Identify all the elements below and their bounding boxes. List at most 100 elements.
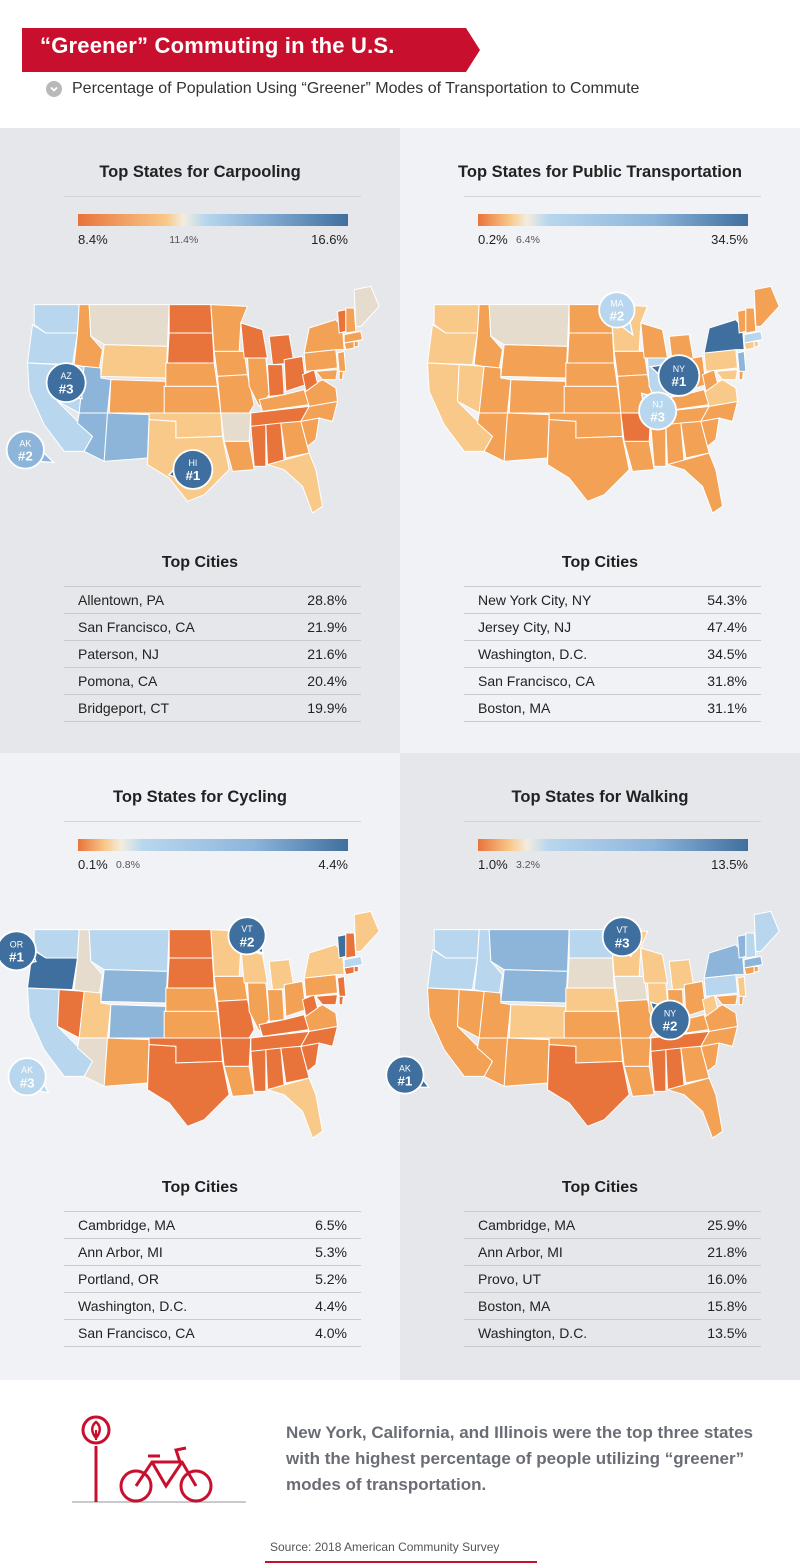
callout-ak: AK#3 (7, 1057, 50, 1097)
city-name: Allentown, PA (78, 592, 165, 608)
panel-title: Top States for Cycling (113, 788, 287, 806)
panel-title: Top States for Walking (511, 788, 689, 806)
callout-ma: MA#2 (598, 291, 636, 337)
callout-rank-label: #1 (672, 374, 687, 389)
state-nj (336, 975, 347, 997)
callout-rank-label: #3 (650, 410, 665, 425)
city-name: Washington, D.C. (478, 1325, 588, 1341)
state-ri (353, 340, 359, 348)
callout-layer: MA#2 NY#1 NJ#3 (598, 291, 701, 431)
footer: New York, California, and Illinois were … (0, 1380, 800, 1565)
city-value: 21.8% (707, 1244, 747, 1260)
city-name: Ann Arbor, MI (78, 1244, 163, 1260)
callout-nj: NJ#3 (638, 391, 678, 431)
us-state-map (26, 910, 380, 1139)
table-row: San Francisco, CA 21.9% (64, 614, 361, 641)
state-wi (640, 947, 669, 984)
state-nh (745, 307, 757, 334)
city-value: 20.4% (307, 673, 347, 689)
city-name: San Francisco, CA (78, 1325, 195, 1341)
callout-state-label: AK (19, 438, 31, 448)
state-mo (216, 374, 255, 414)
callout-bubble (227, 916, 267, 956)
state-me (753, 285, 780, 327)
table-row: Washington, D.C. 4.4% (64, 1293, 361, 1320)
callout-layer: VT#3NY#2AK#1 (385, 916, 691, 1095)
state-ny (703, 319, 745, 354)
state-fl (265, 1077, 324, 1139)
table-row: Portland, OR 5.2% (64, 1266, 361, 1293)
state-or (26, 948, 79, 991)
state-me (353, 910, 380, 952)
city-name: Bridgeport, CT (78, 700, 170, 716)
callout-state-label: AK (399, 1063, 411, 1073)
state-ri (753, 965, 759, 973)
state-ms (250, 1049, 267, 1092)
table-row: San Francisco, CA 31.8% (464, 668, 761, 695)
state-nj (736, 350, 747, 372)
panel-carpooling: Top States for Carpooling 8.4% 11.4% 16.6% A… (0, 128, 400, 753)
city-value: 4.0% (315, 1325, 347, 1341)
table-row: Washington, D.C. 13.5% (464, 1320, 761, 1347)
callout-bubble (598, 291, 636, 329)
callout-state-label: NY (673, 364, 685, 374)
state-ma (343, 955, 364, 969)
city-name: Boston, MA (478, 1298, 551, 1314)
city-name: Washington, D.C. (478, 646, 588, 662)
panel-cycling: Top States for Cycling 0.1% 0.8% 4.4% OR #1 VT… (0, 753, 400, 1380)
state-or (26, 323, 79, 366)
city-value: 54.3% (707, 592, 747, 608)
callout-bubble (0, 930, 37, 972)
state-md (314, 994, 339, 1006)
callout-ny: NY#2 (649, 999, 691, 1041)
callout-state-label: VT (617, 925, 629, 935)
table-row: Boston, MA 15.8% (464, 1293, 761, 1320)
city-value: 28.8% (307, 592, 347, 608)
state-ms (250, 424, 267, 467)
cities-title: Top Cities (161, 1179, 239, 1196)
callout-state-label: MA (610, 298, 623, 308)
table-row: San Francisco, CA 4.0% (64, 1320, 361, 1347)
cities-title: Top Cities (561, 1179, 639, 1196)
callout-rank-label: #3 (20, 1075, 35, 1090)
state-ny (703, 944, 745, 979)
title-divider (64, 821, 361, 822)
city-name: Pomona, CA (78, 673, 158, 689)
callout-or: OR#1 (0, 930, 37, 972)
legend-max-label: 16.6% (311, 232, 348, 247)
cities-table: Cambridge, MA 6.5% Ann Arbor, MI 5.3% Portla… (64, 1211, 361, 1347)
state-nj (736, 975, 747, 997)
cities-table: Allentown, PA 28.8% San Francisco, CA 21.9%… (64, 586, 361, 722)
city-name: San Francisco, CA (478, 673, 595, 689)
source-underline (265, 1561, 537, 1563)
callout-state-label: VT (241, 924, 253, 934)
callout-rank-label: #2 (609, 309, 624, 324)
state-tx (546, 419, 630, 502)
title-divider (64, 196, 361, 197)
legend-max-label: 34.5% (711, 232, 748, 247)
legend-min-label: 0.1% (78, 857, 108, 872)
state-mo (216, 999, 255, 1039)
legend-max-label: 13.5% (711, 857, 748, 872)
callout-hi: HI#1 (167, 449, 214, 490)
state-fl (665, 1077, 724, 1139)
legend-min-label: 0.2% (478, 232, 508, 247)
panel-title: Top States for Public Transportation (458, 163, 742, 181)
state-md (314, 369, 339, 381)
callout-bubble (5, 430, 45, 470)
us-state-map (426, 910, 780, 1139)
callout-bubble (385, 1055, 425, 1095)
city-value: 34.5% (707, 646, 747, 662)
table-row: New York City, NY 54.3% (464, 587, 761, 614)
callout-ak: AK#2 (5, 430, 56, 470)
city-value: 13.5% (707, 1325, 747, 1341)
state-nh (745, 932, 757, 959)
city-value: 25.9% (707, 1217, 747, 1233)
state-la (623, 1065, 655, 1097)
state-wi (240, 322, 269, 359)
state-de (338, 370, 344, 381)
city-value: 47.4% (707, 619, 747, 635)
callout-state-label: AZ (60, 371, 72, 381)
state-ny (303, 319, 345, 354)
callout-state-label: OR (10, 939, 23, 949)
